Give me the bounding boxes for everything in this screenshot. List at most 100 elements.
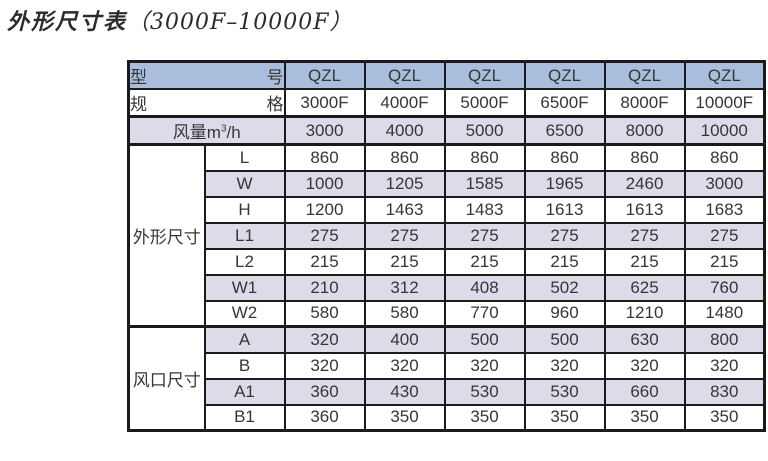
cell: 502 xyxy=(523,273,606,302)
airflow-cell: 8000 xyxy=(603,115,686,146)
model-label: 型号 xyxy=(127,60,286,90)
row-label: L1 xyxy=(203,221,286,250)
cell: 1965 xyxy=(523,169,606,198)
cell: 215 xyxy=(523,247,606,276)
cell: 320 xyxy=(523,351,606,380)
cell: 350 xyxy=(523,403,606,432)
cell: 1200 xyxy=(283,195,366,224)
cell: 215 xyxy=(443,247,526,276)
cell: 320 xyxy=(603,351,686,380)
cell: 630 xyxy=(603,325,686,354)
cell: 1613 xyxy=(603,195,686,224)
cell: 350 xyxy=(443,403,526,432)
table-row: W 1000 1205 1585 1965 2460 3000 xyxy=(129,169,766,198)
airflow-label-sup: 3 xyxy=(220,123,227,135)
spec-cell: 6500F xyxy=(523,88,606,118)
cell: 1480 xyxy=(683,299,766,328)
table-row: L2 215 215 215 215 215 215 xyxy=(129,247,766,276)
spec-cell: 5000F xyxy=(443,88,526,118)
airflow-cell: 3000 xyxy=(283,115,366,146)
cell: 860 xyxy=(603,143,686,172)
model-cell: QZL xyxy=(523,60,606,90)
airflow-cell: 5000 xyxy=(443,115,526,146)
spec-cell: 8000F xyxy=(603,88,686,118)
spec-cell: 4000F xyxy=(363,88,446,118)
table-row: L1 275 275 275 275 275 275 xyxy=(129,221,766,250)
cell: 210 xyxy=(283,273,366,302)
cell: 215 xyxy=(283,247,366,276)
cell: 625 xyxy=(603,273,686,302)
cell: 580 xyxy=(363,299,446,328)
cell: 860 xyxy=(363,143,446,172)
cell: 1205 xyxy=(363,169,446,198)
airflow-cell: 10000 xyxy=(683,115,766,146)
row-label: W1 xyxy=(203,273,286,302)
cell: 350 xyxy=(603,403,686,432)
spec-label: 规格 xyxy=(127,88,286,118)
cell: 2460 xyxy=(603,169,686,198)
cell: 830 xyxy=(683,377,766,406)
cell: 320 xyxy=(283,325,366,354)
cell: 960 xyxy=(523,299,606,328)
cell: 530 xyxy=(443,377,526,406)
cell: 360 xyxy=(283,403,366,432)
group-label-overall-dimensions: 外形尺寸 xyxy=(127,143,206,328)
cell: 275 xyxy=(683,221,766,250)
cell: 500 xyxy=(443,325,526,354)
cell: 660 xyxy=(603,377,686,406)
cell: 580 xyxy=(283,299,366,328)
airflow-label-suffix: /h xyxy=(226,123,241,142)
cell: 215 xyxy=(683,247,766,276)
model-cell: QZL xyxy=(683,60,766,90)
table-row: B 320 320 320 320 320 320 xyxy=(129,351,766,380)
airflow-label: 风量m3/h xyxy=(127,115,286,146)
cell: 320 xyxy=(283,351,366,380)
cell: 1683 xyxy=(683,195,766,224)
cell: 860 xyxy=(443,143,526,172)
model-cell: QZL xyxy=(603,60,686,90)
table-row: 外形尺寸 L 860 860 860 860 860 860 xyxy=(127,143,766,328)
cell: 500 xyxy=(523,325,606,354)
cell: 215 xyxy=(363,247,446,276)
cell: 350 xyxy=(363,403,446,432)
cell: 1000 xyxy=(283,169,366,198)
cell: 430 xyxy=(363,377,446,406)
cell: 770 xyxy=(443,299,526,328)
cell: 275 xyxy=(283,221,366,250)
model-cell: QZL xyxy=(363,60,446,90)
table-row: A1 360 430 530 530 660 830 xyxy=(129,377,766,406)
cell: 1210 xyxy=(603,299,686,328)
table-row: B1 360 350 350 350 350 350 xyxy=(129,403,766,432)
cell: 275 xyxy=(363,221,446,250)
cell: 1463 xyxy=(363,195,446,224)
cell: 320 xyxy=(443,351,526,380)
cell: 530 xyxy=(523,377,606,406)
airflow-cell: 6500 xyxy=(523,115,606,146)
group-label-outlet-dimensions: 风口尺寸 xyxy=(127,325,206,432)
row-label: A1 xyxy=(203,377,286,406)
spec-cell: 3000F xyxy=(283,88,366,118)
row-label: W2 xyxy=(203,299,286,328)
cell: 312 xyxy=(363,273,446,302)
model-cell: QZL xyxy=(283,60,366,90)
cell: 800 xyxy=(683,325,766,354)
row-label: W xyxy=(203,169,286,198)
cell: 400 xyxy=(363,325,446,354)
table-row: 风口尺寸 A 320 400 500 500 630 800 xyxy=(127,325,766,432)
cell: 275 xyxy=(443,221,526,250)
dimension-table: 型号 QZL QZL QZL QZL QZL QZL 规格 3000F 4000… xyxy=(127,60,766,432)
row-label: L xyxy=(203,143,286,172)
cell: 1613 xyxy=(523,195,606,224)
cell: 1585 xyxy=(443,169,526,198)
airflow-cell: 4000 xyxy=(363,115,446,146)
page-title-main: 外形尺寸表 xyxy=(7,9,128,35)
page-title-range: （3000F–10000F） xyxy=(127,10,353,35)
model-cell: QZL xyxy=(443,60,526,90)
cell: 275 xyxy=(523,221,606,250)
table-row-spec: 规格 3000F 4000F 5000F 6500F 8000F 10000F xyxy=(127,88,766,118)
table-row: H 1200 1463 1483 1613 1613 1683 xyxy=(129,195,766,224)
row-label: L2 xyxy=(203,247,286,276)
airflow-label-prefix: 风量m xyxy=(172,123,221,142)
row-label: A xyxy=(203,325,286,354)
